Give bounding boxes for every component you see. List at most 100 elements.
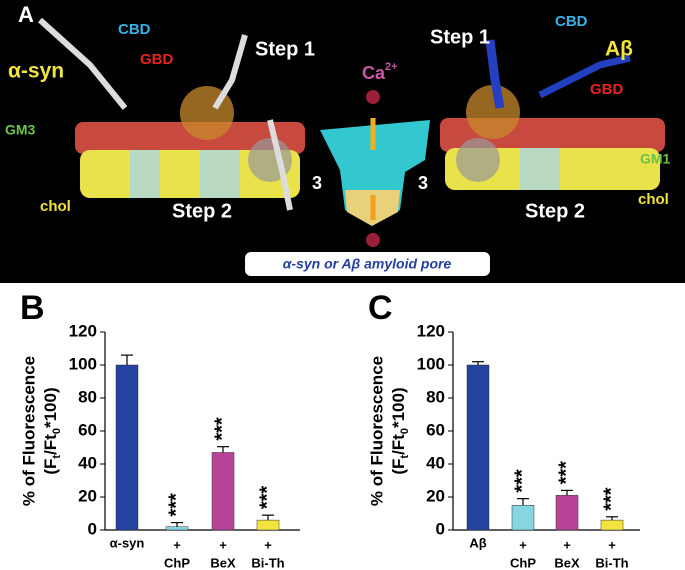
ion <box>366 233 380 247</box>
highlight <box>466 85 520 139</box>
error-bar <box>217 446 229 453</box>
label: GM3 <box>5 122 36 138</box>
label: 3 <box>418 173 428 193</box>
y-axis-label-part: *100) <box>389 387 408 428</box>
y-tick-label: 0 <box>88 519 97 538</box>
y-axis-label: % of Fluorescence <box>367 356 386 506</box>
x-tick-label: Bi-Th <box>251 555 284 570</box>
y-axis-label-part: 0 <box>399 428 411 434</box>
y-tick-label: 120 <box>69 321 97 340</box>
bar <box>511 505 535 531</box>
protein <box>37 17 128 110</box>
ion <box>366 90 380 104</box>
label: α-syn <box>8 60 64 83</box>
y-axis-label-part: 0 <box>51 428 63 434</box>
x-tick-label: ChP <box>510 555 536 570</box>
label: 3 <box>312 173 322 193</box>
label: Aβ <box>605 38 633 61</box>
x-tick-mark-label: + <box>264 537 272 552</box>
x-tick-mark-label: + <box>173 537 181 552</box>
label: CBD <box>118 21 151 38</box>
y-tick-label: 20 <box>78 486 97 505</box>
label: Step 1 <box>255 38 315 60</box>
error-bar <box>561 489 573 496</box>
label: Ca2+ <box>362 61 398 83</box>
y-tick-label: 40 <box>78 453 97 472</box>
pore-label: α-syn or Aβ amyloid pore <box>283 256 452 272</box>
protein <box>485 39 505 109</box>
panel-a: A α-syn CBD GBD Step 1 GM3 chol Step 2 3… <box>0 0 685 283</box>
y-tick-label: 20 <box>426 486 445 505</box>
error-bar <box>606 516 618 521</box>
y-tick-label: 80 <box>78 387 97 406</box>
panel-label: C <box>368 289 393 327</box>
label: Step 2 <box>525 200 585 222</box>
x-tick-label: α-syn <box>110 535 145 550</box>
bar <box>211 452 235 531</box>
protein <box>538 54 631 99</box>
error-bar <box>171 521 183 527</box>
y-axis-label: (Ft/Ft0*100) <box>389 387 410 474</box>
highlight <box>456 138 500 182</box>
significance: *** <box>256 486 278 510</box>
label: Step 2 <box>172 200 232 222</box>
y-tick-label: 80 <box>426 387 445 406</box>
error-bar <box>262 514 274 521</box>
membrane-heads <box>75 122 305 154</box>
x-tick-mark-label: + <box>608 537 616 552</box>
protein <box>267 119 293 211</box>
bar <box>600 519 624 531</box>
bar <box>466 364 490 531</box>
label: CBD <box>555 13 588 30</box>
significance: *** <box>211 417 233 441</box>
y-axis-label: (Ft/Ft0*100) <box>41 387 62 474</box>
y-tick-label: 60 <box>426 420 445 439</box>
label: Step 1 <box>430 26 490 48</box>
panel-label: B <box>20 289 45 327</box>
error-bar <box>472 361 484 365</box>
x-tick-label: BeX <box>210 555 236 570</box>
significance: *** <box>165 493 187 517</box>
protein <box>212 34 248 110</box>
y-axis-label-part: (F <box>389 459 408 475</box>
significance: *** <box>555 461 577 485</box>
bar <box>555 495 579 531</box>
y-tick-label: 100 <box>69 354 97 373</box>
x-tick-mark-label: + <box>219 537 227 552</box>
y-tick-label: 0 <box>436 519 445 538</box>
y-axis-label: % of Fluorescence <box>19 356 38 506</box>
label: GBD <box>590 81 624 98</box>
label: chol <box>40 198 71 215</box>
y-axis-label-part: /Ft <box>41 434 60 455</box>
y-tick-label: 60 <box>78 420 97 439</box>
panel-label: A <box>18 2 34 27</box>
x-tick-label: ChP <box>164 555 190 570</box>
y-axis-label-part: *100) <box>41 387 60 428</box>
y-axis-label-part: (F <box>41 459 60 475</box>
y-axis-label-part: /Ft <box>389 434 408 455</box>
membrane-chains <box>130 150 160 198</box>
y-tick-label: 120 <box>417 321 445 340</box>
x-tick-label: BeX <box>554 555 580 570</box>
bar <box>256 519 280 531</box>
x-tick-mark-label: + <box>563 537 571 552</box>
x-tick-mark-label: + <box>519 537 527 552</box>
bar <box>165 526 189 531</box>
y-tick-label: 100 <box>417 354 445 373</box>
x-tick-label: Aβ <box>469 535 486 550</box>
x-tick-label: Bi-Th <box>595 555 628 570</box>
label: GBD <box>140 51 174 68</box>
membrane-chains <box>520 148 560 190</box>
y-tick-label: 40 <box>426 453 445 472</box>
y-axis-label-part: t <box>399 455 411 459</box>
membrane-chains <box>200 150 240 198</box>
label: GM1 <box>640 151 671 167</box>
y-axis-label-part: t <box>51 455 63 459</box>
label: chol <box>638 191 669 208</box>
significance: *** <box>600 487 622 511</box>
significance: *** <box>511 469 533 493</box>
error-bar <box>121 354 133 365</box>
pore-label-box <box>245 252 490 276</box>
bar <box>115 364 139 531</box>
